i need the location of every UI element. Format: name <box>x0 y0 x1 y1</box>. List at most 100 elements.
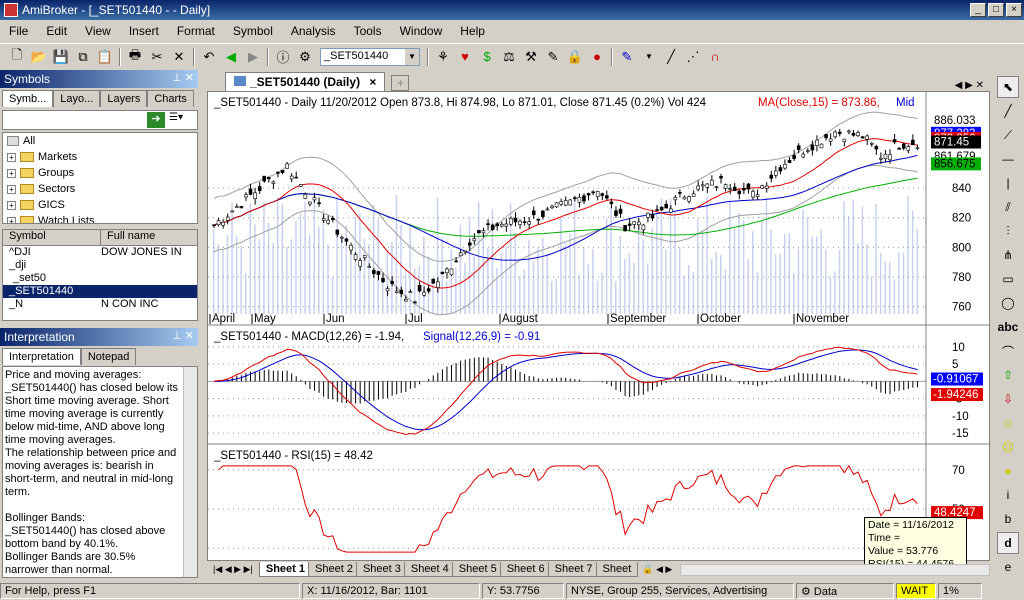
ray-icon[interactable]: ⟋ <box>1003 127 1013 142</box>
tab-interpretation[interactable]: Interpretation <box>2 348 81 365</box>
expand-icon[interactable]: + <box>7 200 16 210</box>
list-view-icon[interactable]: ☰▾ <box>169 112 183 123</box>
d-icon[interactable]: d <box>997 532 1019 554</box>
exploration-icon[interactable]: ⚖ <box>503 48 515 64</box>
col-fullname[interactable]: Full name <box>107 230 156 242</box>
menu-format[interactable]: Format <box>176 24 215 38</box>
list-item[interactable]: _dji <box>3 259 197 272</box>
tab-document[interactable]: _SET501440 (Daily) × <box>225 72 386 91</box>
scan-icon[interactable]: ⚘ <box>437 48 449 64</box>
sheet-tab-6[interactable]: Sheet 6 <box>499 562 552 577</box>
new-icon[interactable]: 🗋 <box>11 46 23 62</box>
pin-icon[interactable]: ⊥ ✕ <box>172 72 194 84</box>
horizontal-line-icon[interactable]: — <box>1002 152 1014 166</box>
tab-layers[interactable]: Layers <box>100 90 148 107</box>
menu-view[interactable]: View <box>85 24 111 38</box>
charts-svg[interactable]: 840820800780760886.033877.283873.856871.… <box>208 92 989 560</box>
tab-charts[interactable]: Charts <box>147 90 194 107</box>
save-icon[interactable]: 💾 <box>52 48 70 64</box>
rectangle-icon[interactable]: ▭ <box>1002 272 1014 286</box>
copy-icon[interactable]: ⧉ <box>78 48 88 64</box>
open-icon[interactable]: 📂 <box>30 48 48 64</box>
arrow-down-icon[interactable]: ⇩ <box>1002 392 1014 406</box>
channel-icon[interactable]: ⫽ <box>1005 199 1011 214</box>
vertical-line-icon[interactable]: | <box>1006 176 1010 190</box>
menu-file[interactable]: File <box>9 24 29 38</box>
sheet-nav-icon[interactable]: |◀ ◀ ▶ ▶| <box>213 564 253 574</box>
go-arrow-icon[interactable]: ➜ <box>147 112 165 128</box>
menu-analysis[interactable]: Analysis <box>290 24 336 38</box>
tab-layouts[interactable]: Layo... <box>53 90 101 107</box>
symbol-search-input[interactable]: ➜ ☰▾ <box>2 110 198 130</box>
chevron-down-icon[interactable]: ▼ <box>405 48 419 65</box>
back-icon[interactable]: ◀ <box>226 48 236 64</box>
fibonacci-icon[interactable]: ⫶ <box>1006 223 1010 238</box>
tree-item-gics[interactable]: + GICS <box>3 197 197 213</box>
chart-area[interactable]: 840820800780760886.033877.283873.856871.… <box>207 91 990 573</box>
sheet-tab-8[interactable]: Sheet <box>595 562 639 577</box>
expand-icon[interactable]: + <box>7 184 16 194</box>
menu-insert[interactable]: Insert <box>128 24 159 38</box>
sheet-lock-icon[interactable]: 🔒 ◀ ▶ <box>642 564 673 574</box>
horizontal-scrollbar[interactable] <box>680 563 990 576</box>
e-icon[interactable]: e <box>1004 560 1012 574</box>
sheet-tab-1[interactable]: Sheet 1 <box>258 562 313 577</box>
tab-symbols[interactable]: Symb... <box>2 90 54 107</box>
pitchfork-icon[interactable]: ⋔ <box>1002 248 1014 262</box>
tree-item-markets[interactable]: + Markets <box>3 149 197 165</box>
stop-icon[interactable]: ● <box>593 49 601 64</box>
tree-item-sectors[interactable]: + Sectors <box>3 181 197 197</box>
circle-icon[interactable]: ● <box>1004 464 1012 478</box>
tree-item-all[interactable]: All <box>3 133 197 149</box>
sheet-tab-2[interactable]: Sheet 2 <box>308 562 360 577</box>
status-data[interactable]: ⚙ Data <box>796 583 894 599</box>
pointer-icon[interactable]: ⬉ <box>997 76 1019 98</box>
print-icon[interactable]: 🖶 <box>128 46 142 62</box>
paste-icon[interactable]: 📋 <box>96 48 114 64</box>
arc-icon[interactable]: ⌒ <box>1001 344 1014 359</box>
cut-icon[interactable]: ✂ <box>151 48 163 64</box>
scrollbar[interactable] <box>183 367 197 577</box>
delete-icon[interactable]: ✕ <box>173 48 185 64</box>
sheet-tab-4[interactable]: Sheet 4 <box>403 562 456 577</box>
tab-notepad[interactable]: Notepad <box>80 348 137 365</box>
new-tab-icon[interactable]: + <box>391 75 410 91</box>
trendline-icon[interactable]: ╱ <box>1004 104 1012 118</box>
menu-window[interactable]: Window <box>399 24 443 38</box>
interpretation-text-box[interactable]: Price and moving averages: _SET501440() … <box>2 366 198 578</box>
arrow-up-icon[interactable]: ⇧ <box>1002 368 1014 382</box>
line-tool-icon[interactable]: ╱ <box>667 48 675 64</box>
expand-icon[interactable]: + <box>7 152 16 162</box>
tree-item-groups[interactable]: + Groups <box>3 165 197 181</box>
info-icon[interactable]: ⓘ <box>276 50 290 65</box>
ellipse-icon[interactable]: ◯ <box>1001 296 1015 310</box>
money-icon[interactable]: $ <box>483 49 491 64</box>
undo-icon[interactable]: ↶ <box>203 48 215 64</box>
close-icon[interactable]: × <box>369 75 377 89</box>
sheet-tab-3[interactable]: Sheet 3 <box>355 562 408 577</box>
hammer-icon[interactable]: ⚒ <box>525 48 537 64</box>
expand-icon[interactable]: + <box>7 168 16 178</box>
menu-tools[interactable]: Tools <box>353 24 382 38</box>
text-icon[interactable]: abc <box>997 320 1019 334</box>
list-item[interactable]: _set50 <box>3 272 197 285</box>
neutral-icon[interactable]: ☹ <box>1001 440 1015 454</box>
b-icon[interactable]: b <box>1004 512 1012 526</box>
menu-help[interactable]: Help <box>460 24 485 38</box>
close-button[interactable]: × <box>1006 3 1022 17</box>
menu-symbol[interactable]: Symbol <box>232 24 273 38</box>
lock-icon[interactable]: 🔒 <box>566 48 584 64</box>
magnet-icon[interactable]: ∩ <box>710 49 720 64</box>
maximize-button[interactable]: □ <box>988 3 1004 17</box>
menu-edit[interactable]: Edit <box>46 24 68 38</box>
sheet-tab-5[interactable]: Sheet 5 <box>451 562 504 577</box>
list-item-selected[interactable]: _SET501440 <box>3 285 197 298</box>
pin-icon[interactable]: ⊥ ✕ <box>172 330 194 342</box>
col-symbol[interactable]: Symbol <box>3 230 101 245</box>
sheet-tab-7[interactable]: Sheet 7 <box>547 562 600 577</box>
wand-icon[interactable]: ✎ <box>547 48 559 64</box>
pen-color-icon[interactable]: ✎ <box>621 48 633 64</box>
symbol-combo[interactable]: _SET501440 ▼ <box>320 47 420 66</box>
list-item[interactable]: ^DJI DOW JONES IN <box>3 246 197 259</box>
chevron-down-icon[interactable]: ▼ <box>645 52 653 61</box>
